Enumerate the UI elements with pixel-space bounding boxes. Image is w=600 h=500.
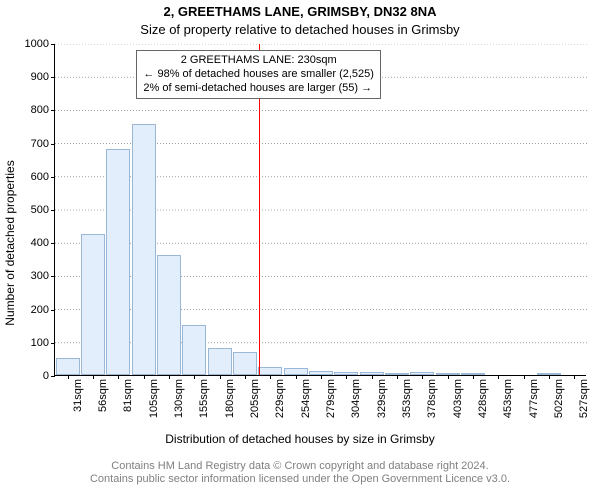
x-tick-label: 279sqm bbox=[325, 379, 337, 418]
x-tick-mark bbox=[422, 375, 423, 379]
attribution-text: Contains HM Land Registry data © Crown c… bbox=[0, 460, 600, 486]
y-tick-label: 500 bbox=[31, 204, 49, 216]
y-tick-label: 900 bbox=[31, 71, 49, 83]
y-tick-mark bbox=[51, 177, 55, 178]
y-tick-mark bbox=[51, 343, 55, 344]
histogram-bar bbox=[258, 367, 282, 375]
callout-line: 2 GREETHAMS LANE: 230sqm bbox=[143, 54, 374, 68]
y-tick-label: 800 bbox=[31, 104, 49, 116]
x-tick-mark bbox=[321, 375, 322, 379]
callout-box: 2 GREETHAMS LANE: 230sqm← 98% of detache… bbox=[136, 50, 381, 99]
x-tick-mark bbox=[397, 375, 398, 379]
y-tick-label: 0 bbox=[43, 370, 49, 382]
chart-plot-area: 0100200300400500600700800900100031sqm56s… bbox=[54, 44, 586, 376]
x-tick-mark bbox=[372, 375, 373, 379]
y-tick-mark bbox=[51, 210, 55, 211]
attribution-line-1: Contains HM Land Registry data © Crown c… bbox=[0, 460, 600, 473]
x-tick-label: 56sqm bbox=[97, 379, 109, 412]
y-tick-mark bbox=[51, 376, 55, 377]
x-tick-mark bbox=[574, 375, 575, 379]
histogram-bar bbox=[56, 358, 80, 375]
x-tick-mark bbox=[448, 375, 449, 379]
x-tick-label: 105sqm bbox=[148, 379, 160, 418]
y-tick-mark bbox=[51, 44, 55, 45]
x-tick-label: 31sqm bbox=[72, 379, 84, 412]
y-tick-label: 300 bbox=[31, 270, 49, 282]
x-tick-label: 329sqm bbox=[376, 379, 388, 418]
histogram-bar bbox=[284, 368, 308, 375]
x-tick-mark bbox=[524, 375, 525, 379]
y-tick-label: 200 bbox=[31, 304, 49, 316]
x-tick-label: 180sqm bbox=[224, 379, 236, 418]
y-tick-mark bbox=[51, 243, 55, 244]
y-axis-label-container: Number of detached properties bbox=[0, 0, 20, 500]
page-title: 2, GREETHAMS LANE, GRIMSBY, DN32 8NA bbox=[0, 4, 600, 19]
x-tick-label: 254sqm bbox=[300, 379, 312, 418]
x-tick-label: 155sqm bbox=[198, 379, 210, 418]
histogram-bar bbox=[208, 348, 232, 375]
histogram-bar bbox=[157, 255, 181, 375]
x-tick-mark bbox=[245, 375, 246, 379]
y-tick-mark bbox=[51, 310, 55, 311]
x-tick-mark bbox=[473, 375, 474, 379]
x-tick-label: 428sqm bbox=[477, 379, 489, 418]
y-tick-mark bbox=[51, 144, 55, 145]
histogram-bar bbox=[182, 325, 206, 375]
y-tick-label: 1000 bbox=[25, 38, 49, 50]
y-tick-mark bbox=[51, 110, 55, 111]
x-tick-label: 353sqm bbox=[401, 379, 413, 418]
x-tick-label: 304sqm bbox=[350, 379, 362, 418]
y-tick-label: 600 bbox=[31, 171, 49, 183]
x-tick-label: 403sqm bbox=[452, 379, 464, 418]
y-axis-label: Number of detached properties bbox=[3, 63, 17, 423]
x-tick-mark bbox=[118, 375, 119, 379]
histogram-bar bbox=[233, 352, 257, 375]
histogram-bar bbox=[106, 149, 130, 375]
x-tick-label: 502sqm bbox=[553, 379, 565, 418]
x-tick-mark bbox=[296, 375, 297, 379]
x-tick-mark bbox=[93, 375, 94, 379]
x-tick-mark bbox=[498, 375, 499, 379]
x-tick-mark bbox=[194, 375, 195, 379]
x-tick-mark bbox=[220, 375, 221, 379]
page-subtitle: Size of property relative to detached ho… bbox=[0, 22, 600, 37]
x-tick-label: 527sqm bbox=[578, 379, 590, 418]
x-tick-label: 453sqm bbox=[502, 379, 514, 418]
x-tick-label: 81sqm bbox=[122, 379, 134, 412]
x-tick-mark bbox=[169, 375, 170, 379]
x-tick-mark bbox=[346, 375, 347, 379]
y-tick-mark bbox=[51, 276, 55, 277]
x-tick-label: 378sqm bbox=[426, 379, 438, 418]
x-tick-label: 205sqm bbox=[249, 379, 261, 418]
x-tick-label: 130sqm bbox=[173, 379, 185, 418]
x-tick-mark bbox=[270, 375, 271, 379]
x-tick-mark bbox=[549, 375, 550, 379]
histogram-bar bbox=[132, 124, 156, 375]
callout-line: ← 98% of detached houses are smaller (2,… bbox=[143, 68, 374, 82]
x-tick-label: 229sqm bbox=[274, 379, 286, 418]
x-tick-mark bbox=[144, 375, 145, 379]
histogram-bar bbox=[81, 234, 105, 375]
y-tick-mark bbox=[51, 77, 55, 78]
x-tick-label: 477sqm bbox=[528, 379, 540, 418]
x-axis-label: Distribution of detached houses by size … bbox=[0, 432, 600, 446]
y-tick-label: 700 bbox=[31, 138, 49, 150]
y-tick-label: 100 bbox=[31, 337, 49, 349]
attribution-line-2: Contains public sector information licen… bbox=[0, 473, 600, 486]
callout-line: 2% of semi-detached houses are larger (5… bbox=[143, 82, 374, 96]
y-tick-label: 400 bbox=[31, 237, 49, 249]
x-tick-mark bbox=[68, 375, 69, 379]
